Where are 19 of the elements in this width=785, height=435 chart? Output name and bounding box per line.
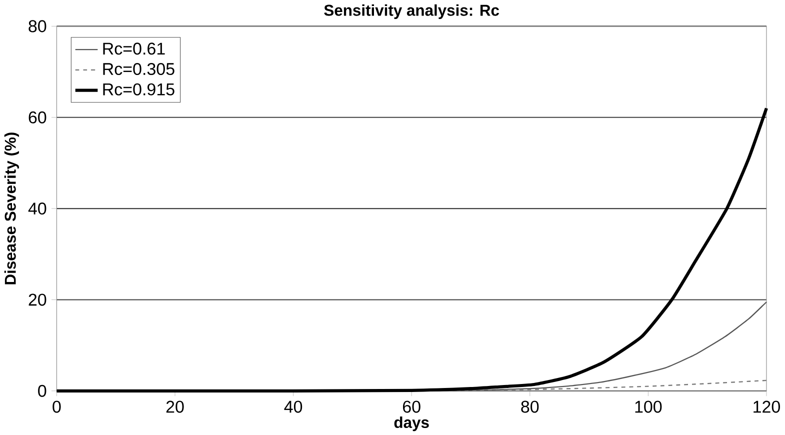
legend-label: Rc=0.61: [103, 42, 165, 54]
x-tick-label: 100: [635, 400, 662, 413]
y-tick-label: 20: [28, 293, 46, 306]
x-tick-label: 80: [521, 400, 539, 413]
line-series: [55, 106, 768, 392]
y-tick-label: 0: [38, 384, 46, 397]
x-tick-label: 20: [166, 400, 184, 413]
legend-label: Rc=0.305: [103, 62, 174, 75]
legend-label: Rc=0.915: [103, 83, 174, 96]
y-tick-label: 60: [28, 111, 46, 124]
y-tick-label: 80: [28, 20, 46, 32]
y-tick-label: 40: [28, 202, 46, 214]
x-tick-label: 0: [52, 400, 61, 413]
y-axis-title: Disease Severity (%): [4, 132, 19, 284]
x-tick-label: 120: [754, 400, 780, 413]
x-tick-label: 60: [403, 400, 420, 413]
x-tick-label: 40: [284, 400, 302, 413]
x-axis-title: days: [394, 416, 429, 431]
chart-title: Sensitivity analysis: Rc: [324, 4, 500, 19]
